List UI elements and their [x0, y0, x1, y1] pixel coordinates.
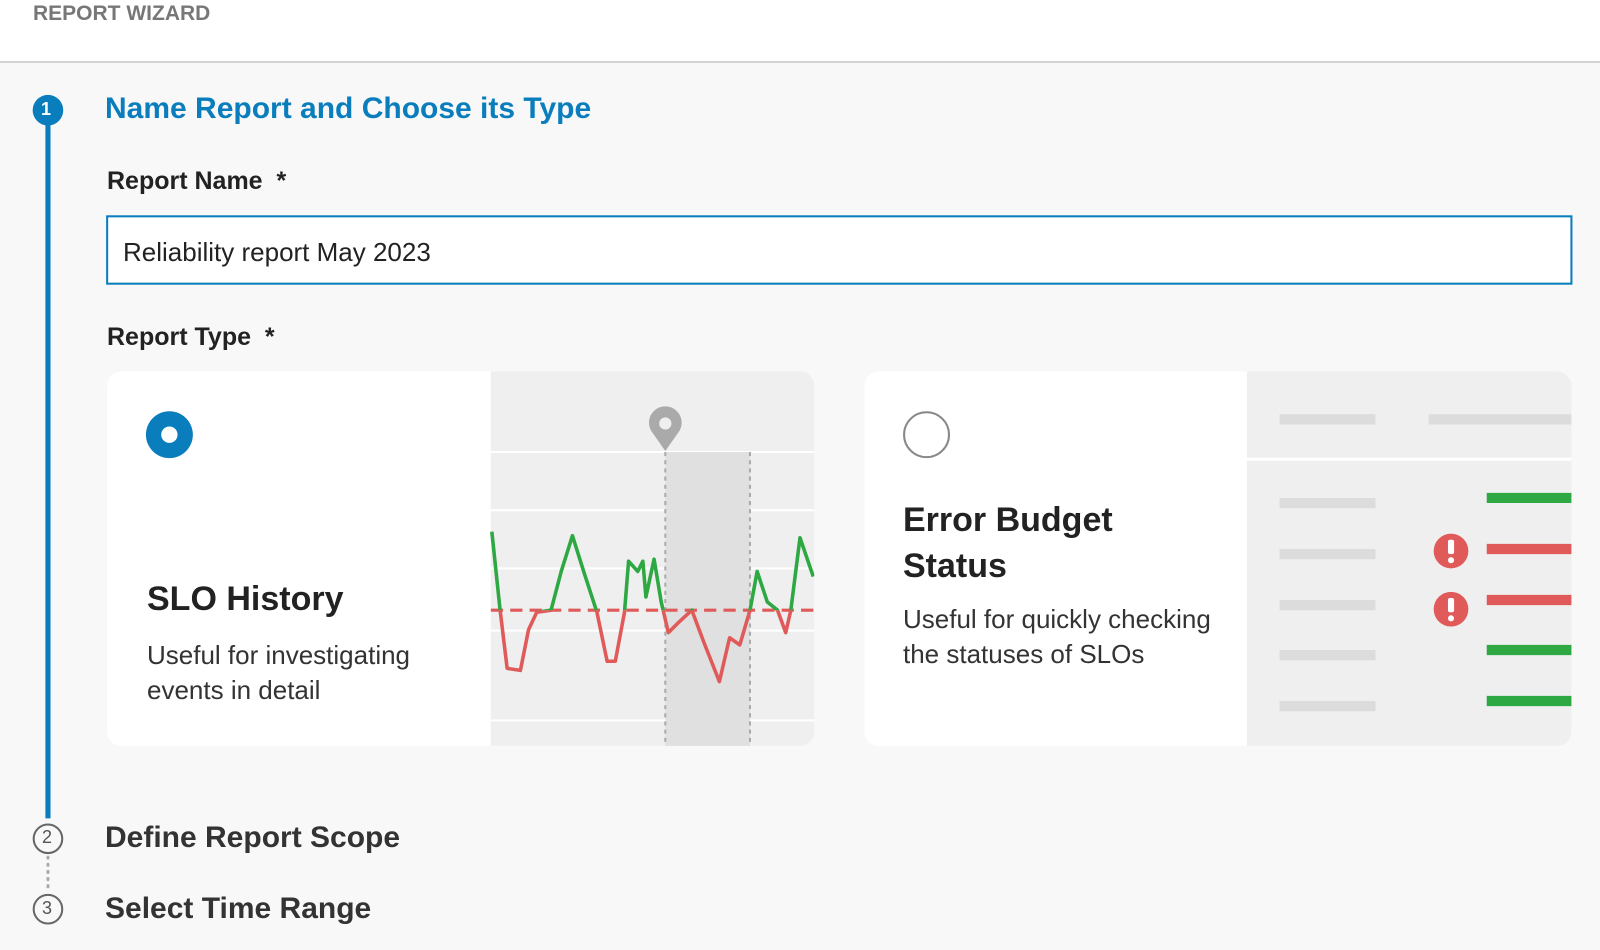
- field-label: Report Type: [107, 323, 251, 351]
- step-number: 3: [42, 898, 53, 918]
- step-number: 2: [42, 827, 53, 847]
- step-badge: [32, 823, 64, 855]
- card-error-budget[interactable]: [864, 371, 1573, 746]
- required-mark: *: [264, 323, 275, 351]
- card-title: Error Budget Status: [903, 501, 1113, 585]
- required-mark: *: [276, 167, 287, 195]
- wizard-title: REPORT WIZARD: [33, 2, 211, 25]
- report-name-input[interactable]: [106, 215, 1573, 285]
- radio[interactable]: [903, 411, 950, 459]
- header: REPORT WIZARD: [0, 0, 1600, 63]
- step-title[interactable]: Select Time Range: [105, 892, 372, 925]
- card-description: Useful for quickly checking the statuses…: [903, 604, 1211, 669]
- card-description: Useful for investigating events in detai…: [147, 640, 411, 705]
- step-title: Name Report and Choose its Type: [105, 92, 592, 125]
- step-number: 1: [41, 99, 52, 119]
- step-badge: [32, 94, 64, 126]
- card-slo-history[interactable]: [107, 371, 817, 748]
- step-title[interactable]: Define Report Scope: [105, 821, 401, 854]
- field-label: Report Name: [107, 167, 263, 195]
- step-badge: [32, 893, 64, 925]
- radio-dot[interactable]: [161, 426, 178, 443]
- card-title: SLO History: [147, 580, 344, 618]
- input-value[interactable]: Reliability report May 2023: [123, 237, 431, 267]
